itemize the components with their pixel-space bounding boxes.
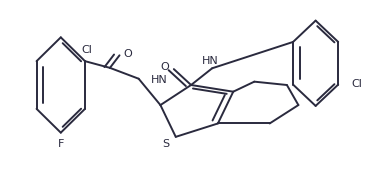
Text: O: O — [160, 62, 169, 72]
Text: HN: HN — [151, 75, 168, 85]
Text: S: S — [163, 139, 170, 149]
Text: Cl: Cl — [81, 45, 92, 55]
Text: F: F — [58, 139, 64, 149]
Text: O: O — [124, 49, 132, 59]
Text: Cl: Cl — [351, 79, 362, 89]
Text: HN: HN — [202, 56, 218, 66]
